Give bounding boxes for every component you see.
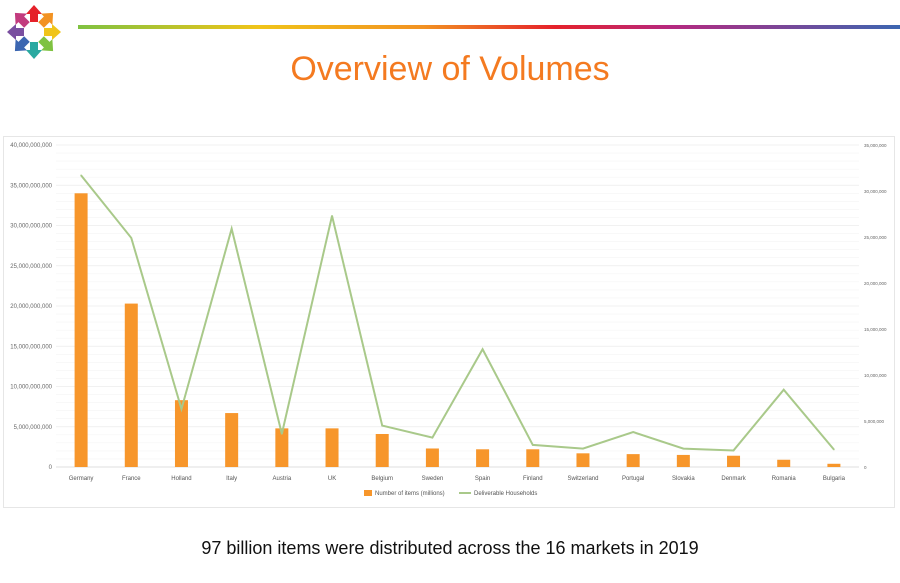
top-divider: [78, 25, 900, 29]
y-left-tick-label: 5,000,000,000: [14, 425, 53, 431]
line-point: [632, 431, 634, 433]
line-point: [180, 408, 183, 410]
category-label: Germany: [69, 476, 94, 482]
line-point: [431, 436, 434, 439]
volumes-chart: 0 5,000,000,000 10,000,000,000 15,000,000,0…: [10, 143, 887, 497]
multicolor-arrows-logo-icon: [6, 4, 62, 60]
category-label: Bulgaria: [823, 476, 846, 482]
line-point: [331, 215, 333, 217]
bar: [425, 448, 439, 467]
bar: [727, 455, 741, 467]
legend-line-label: Deliverable Households: [474, 491, 537, 497]
line-point: [80, 174, 82, 177]
category-label: Austria: [273, 476, 292, 482]
slide-title: Overview of Volumes: [290, 50, 610, 88]
y-right-tick-label: 30,000,000: [864, 189, 887, 194]
bar: [827, 463, 841, 467]
line-point: [782, 388, 785, 391]
y-left-tick-label: 10,000,000,000: [10, 385, 52, 391]
bar: [476, 449, 490, 467]
line-point: [381, 424, 384, 427]
category-label: Switzerland: [567, 476, 598, 482]
legend-bar-label: Number of items (millions): [375, 491, 445, 497]
bar: [325, 428, 339, 467]
y-left-tick-label: 20,000,000,000: [10, 304, 52, 310]
line-point: [281, 433, 283, 435]
line-point: [481, 348, 484, 351]
category-label: Denmark: [721, 476, 746, 482]
y-left-tick-label: 25,000,000,000: [10, 264, 52, 270]
bar: [225, 413, 239, 467]
chart-frame: 0 5,000,000,000 10,000,000,000 15,000,000,0…: [3, 136, 895, 508]
bar: [275, 428, 289, 467]
slide-caption: 97 billion items were distributed across…: [201, 538, 699, 558]
bar: [626, 454, 640, 467]
bar: [124, 303, 138, 467]
y-right-tick-label: 35,000,000: [864, 143, 887, 148]
bar: [576, 453, 590, 467]
y-right-tick-label: 10,000,000: [864, 373, 887, 378]
legend-bar-swatch: [364, 490, 372, 496]
y-left-tick-label: 0: [49, 465, 53, 471]
y-right-tick-label: 0: [864, 465, 867, 470]
bar: [526, 449, 540, 467]
category-label: Holland: [171, 476, 191, 482]
category-label: Sweden: [422, 476, 444, 482]
bar: [375, 433, 389, 467]
households-line: [80, 174, 835, 452]
line-point: [230, 227, 233, 230]
category-label: Romania: [772, 476, 797, 482]
y-right-tick-label: 20,000,000: [864, 281, 887, 286]
y-left-tick-label: 35,000,000,000: [10, 183, 52, 189]
line-point: [582, 447, 584, 450]
line-point: [682, 447, 685, 450]
y-right-tick-label: 25,000,000: [864, 235, 887, 240]
category-label: Italy: [226, 476, 237, 482]
category-label: Slovakia: [672, 476, 695, 482]
line-point: [833, 448, 835, 451]
line-point: [130, 237, 133, 239]
y-left-tick-label: 15,000,000,000: [10, 344, 52, 350]
line-point: [732, 449, 735, 452]
y-left-tick-label: 40,000,000,000: [10, 143, 52, 149]
category-label: Finland: [523, 476, 543, 482]
category-label: France: [122, 476, 141, 482]
y-right-tick-label: 15,000,000: [864, 327, 887, 332]
y-left-tick-label: 30,000,000,000: [10, 224, 52, 230]
category-label: Spain: [475, 476, 490, 482]
line-point: [531, 444, 534, 446]
category-label: Belgium: [371, 476, 393, 482]
bar: [777, 459, 791, 467]
category-label: UK: [328, 476, 336, 482]
bar: [74, 193, 88, 468]
y-right-tick-label: 5,000,000: [864, 419, 885, 424]
bar: [676, 454, 690, 467]
category-label: Portugal: [622, 476, 644, 482]
bar: [174, 400, 188, 467]
